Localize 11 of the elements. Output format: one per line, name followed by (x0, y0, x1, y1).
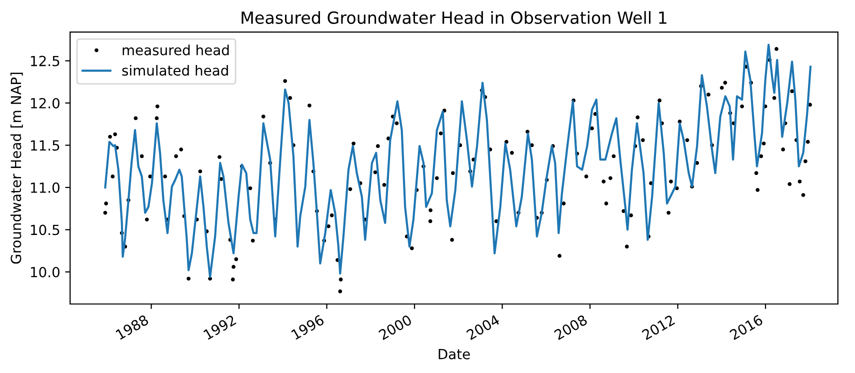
x-axis-title: Date (438, 349, 470, 360)
y-tick-label: 12.0 (30, 98, 60, 108)
y-tick-label: 12.5 (30, 56, 60, 66)
y-axis-title: Groundwater Head [m NAP] (10, 72, 23, 264)
legend-label: measured head (122, 44, 229, 56)
y-tick-label: 10.0 (30, 266, 60, 278)
y-tick-label: 10.5 (30, 224, 60, 236)
legend-label: simulated head (122, 64, 228, 76)
y-tick-label: 11.0 (30, 182, 60, 193)
y-tick-label: 11.5 (30, 140, 60, 151)
chart-title: Measured Groundwater Head in Observation Well 1 (242, 11, 666, 24)
